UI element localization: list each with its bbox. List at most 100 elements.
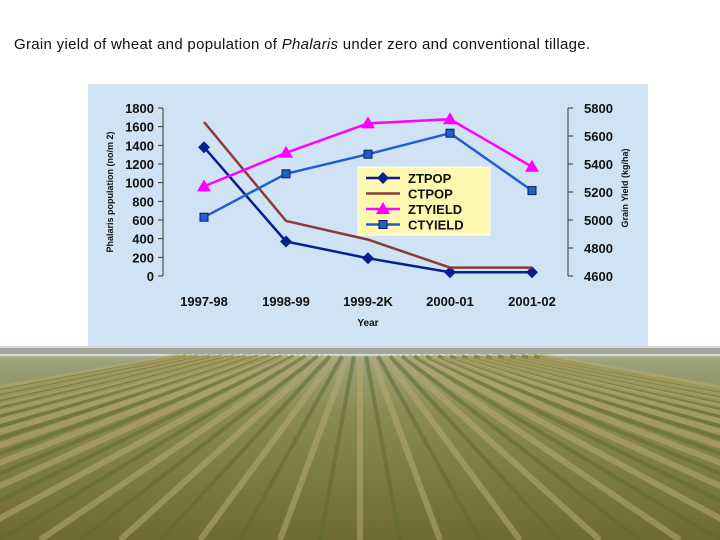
- field-row: [364, 355, 402, 540]
- field-row: [376, 355, 482, 540]
- x-tick-label: 2000-01: [426, 294, 474, 309]
- ztyield-point: [197, 179, 211, 192]
- ztyield-point: [279, 145, 293, 158]
- field-row: [515, 353, 720, 402]
- field-row: [473, 354, 720, 429]
- field-row: [479, 353, 720, 425]
- ztyield-point: [361, 116, 375, 129]
- right-tick-label: 4800: [584, 241, 613, 256]
- field-row: [0, 353, 278, 466]
- field-row: [0, 353, 265, 449]
- chart-panel: 1800 1600 1400 1200 1000 800 600 400 200 0 5800 560…: [88, 84, 648, 346]
- ztpop-point: [444, 266, 456, 279]
- field-row: [0, 353, 241, 425]
- field-row: [461, 354, 720, 441]
- field-row: [117, 353, 327, 540]
- field-row: [318, 355, 356, 540]
- field-row: [400, 354, 642, 540]
- left-tick-label: 1600: [125, 120, 154, 135]
- field-row: [381, 354, 523, 540]
- left-tick-label: 1800: [125, 101, 154, 116]
- field-row: [369, 354, 443, 540]
- x-tick-label: 2001-02: [508, 294, 556, 309]
- title-italic-phalaris: Phalaris: [281, 36, 339, 53]
- field-row: [467, 353, 720, 435]
- field-row: [0, 354, 235, 419]
- right-tick-label: 5800: [584, 101, 613, 116]
- field-row: [430, 353, 720, 490]
- field-row: [38, 353, 314, 540]
- right-tick-label: 5200: [584, 185, 613, 200]
- field-row: [412, 354, 720, 540]
- ztpop-point: [280, 235, 292, 248]
- legend-ctyield-marker: [378, 220, 388, 229]
- field-row: [0, 353, 217, 408]
- field-row: [0, 353, 229, 416]
- field-row: [455, 353, 720, 449]
- title-text-2: under zero and conventional tillage.: [338, 36, 591, 53]
- right-tick-label: 4600: [584, 269, 613, 284]
- legend-ctpop-label: CTPOP: [408, 187, 453, 202]
- wheat-field-photo: [0, 346, 720, 540]
- right-tick-label: 5400: [584, 157, 613, 172]
- ctyield-point: [527, 186, 537, 196]
- x-tick-label: 1998-99: [262, 294, 310, 309]
- field-row: [539, 353, 720, 392]
- field-row: [442, 353, 720, 466]
- right-tick-label: 5000: [584, 213, 613, 228]
- x-tick-label: 1999-2K: [343, 294, 393, 309]
- left-y-axis-title: Phalaris population (no/m 2): [105, 131, 115, 252]
- field-row: [406, 353, 682, 540]
- field-row: [0, 353, 193, 397]
- field-row: [449, 354, 720, 456]
- ctyield-point: [363, 149, 373, 159]
- field-row: [0, 353, 302, 522]
- left-tick-label: 1400: [125, 138, 154, 153]
- field-row: [0, 354, 295, 503]
- x-axis-title: Year: [357, 318, 378, 329]
- field-row: [527, 353, 720, 397]
- x-tick-label: 1997-98: [180, 294, 228, 309]
- field-row: [0, 353, 205, 402]
- field-row: [277, 354, 351, 540]
- page-title: Grain yield of wheat and population of P…: [14, 36, 590, 53]
- right-y-axis-title: Grain Yield (kg/ha): [620, 148, 630, 227]
- field-row: [78, 354, 320, 540]
- field-row: [0, 353, 181, 392]
- tree-line: [0, 348, 720, 354]
- field-row: [0, 354, 259, 441]
- ztyield-point: [443, 112, 457, 125]
- field-row: [437, 354, 720, 476]
- legend-ztpop-label: ZTPOP: [408, 171, 452, 186]
- field-row: [388, 354, 562, 540]
- left-tick-label: 1200: [125, 157, 154, 172]
- field-row: [197, 354, 339, 540]
- ctyield-point: [199, 212, 209, 222]
- ztpop-point: [198, 141, 210, 154]
- left-tick-label: 1000: [125, 176, 154, 191]
- field-row: [0, 354, 271, 456]
- field-row: [0, 353, 290, 490]
- ctyield-point: [445, 128, 455, 138]
- field-row: [491, 353, 720, 416]
- legend-ztyield-label: ZTYIELD: [408, 202, 462, 217]
- left-tick-label: 200: [132, 250, 154, 265]
- title-text-1: Grain yield of wheat and population of: [14, 36, 282, 53]
- field-row: [0, 353, 253, 435]
- ztpop-point: [526, 266, 538, 279]
- field-row: [418, 353, 720, 522]
- field-row: [0, 354, 308, 540]
- field-row: [393, 353, 603, 540]
- legend-ctyield-label: CTYIELD: [408, 218, 464, 233]
- field-row: [238, 355, 344, 540]
- field-row: [0, 354, 247, 429]
- ztpop-point: [362, 252, 374, 265]
- field-row: [0, 354, 283, 476]
- ztyield-point: [525, 159, 539, 172]
- left-tick-label: 800: [132, 194, 154, 209]
- legend-ztyield-marker: [376, 202, 390, 214]
- line-chart: 1800 1600 1400 1200 1000 800 600 400 200 0 5800 560…: [105, 101, 630, 329]
- ctyield-point: [281, 169, 291, 179]
- field-row: [503, 353, 720, 408]
- field-row: [158, 354, 332, 540]
